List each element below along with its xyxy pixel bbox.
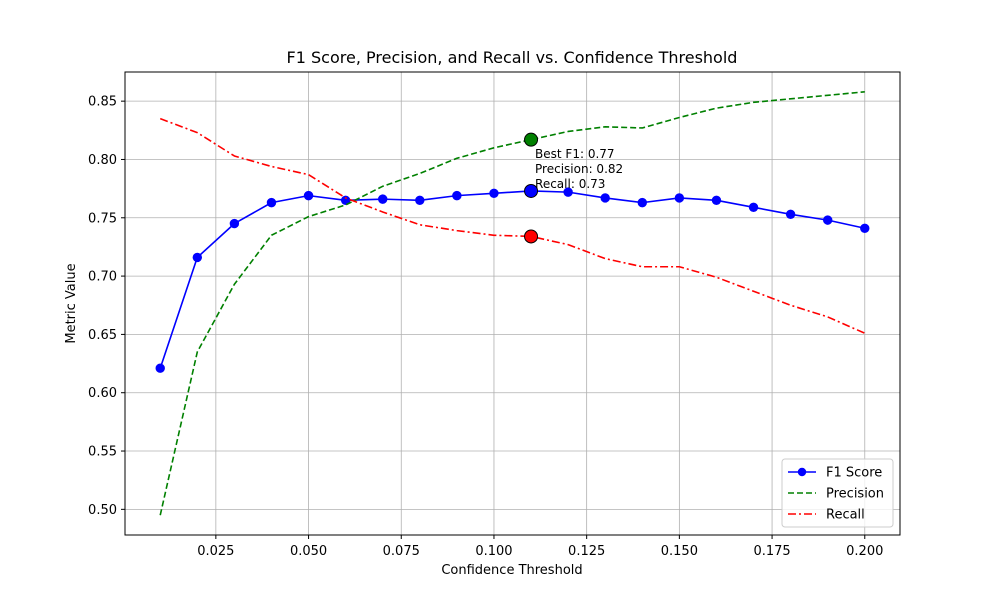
y-tick-label: 0.50 bbox=[88, 503, 117, 518]
f1-score-point bbox=[748, 202, 759, 212]
highlight-layer bbox=[524, 132, 539, 244]
f1-score-point bbox=[489, 188, 499, 198]
f1-score-point bbox=[303, 190, 314, 201]
f1-score-point bbox=[452, 190, 462, 201]
y-tick-label: 0.60 bbox=[88, 386, 117, 401]
f1-score-point bbox=[266, 197, 277, 208]
annotation-line: Precision: 0.82 bbox=[535, 162, 623, 176]
chart-title: F1 Score, Precision, and Recall vs. Conf… bbox=[287, 48, 738, 67]
f1-score-point bbox=[860, 223, 870, 233]
f1-score-point bbox=[674, 193, 685, 203]
f1-score-point bbox=[155, 363, 165, 373]
f1-score-point bbox=[192, 252, 203, 263]
x-tick-label: 0.125 bbox=[568, 544, 605, 559]
x-tick-label: 0.150 bbox=[661, 544, 698, 559]
y-tick-label: 0.80 bbox=[88, 153, 117, 168]
f1-score-line bbox=[159, 190, 865, 369]
annotation-line: Best F1: 0.77 bbox=[535, 147, 615, 161]
f1-score-point bbox=[711, 195, 722, 205]
legend-recall-label: Recall bbox=[826, 508, 865, 523]
best-recall-marker bbox=[524, 229, 539, 244]
legend: F1 Score Precision Recall bbox=[781, 458, 894, 528]
legend-f1-score-label: F1 Score bbox=[826, 466, 882, 481]
f1-score-point bbox=[563, 187, 573, 197]
x-tick-label: 0.175 bbox=[753, 544, 790, 559]
y-tick-label: 0.65 bbox=[88, 328, 117, 343]
legend-f1-score-marker bbox=[797, 467, 807, 477]
legend-precision-label: Precision bbox=[826, 487, 884, 502]
x-tick-label: 0.050 bbox=[290, 544, 327, 559]
x-axis-label: Confidence Threshold bbox=[441, 563, 582, 578]
x-tick-label: 0.200 bbox=[846, 544, 883, 559]
precision-line bbox=[159, 91, 865, 516]
f1-score-point bbox=[785, 209, 796, 219]
x-tick-label: 0.025 bbox=[197, 544, 234, 559]
legend-box bbox=[781, 458, 894, 528]
best-f1-score-marker bbox=[524, 183, 539, 198]
f1-score-point bbox=[378, 194, 388, 204]
annotation-line: Recall: 0.73 bbox=[535, 177, 605, 191]
y-axis-label: Metric Value bbox=[64, 263, 79, 343]
x-tick-label: 0.100 bbox=[475, 544, 512, 559]
y-tick-label: 0.55 bbox=[88, 445, 117, 460]
y-tick-label: 0.75 bbox=[88, 211, 117, 226]
f1-score-point bbox=[637, 197, 647, 208]
f1-score-point bbox=[229, 218, 240, 229]
recall-line bbox=[159, 117, 866, 334]
grid bbox=[125, 72, 900, 535]
y-tick-label: 0.70 bbox=[88, 270, 117, 285]
x-tick-label: 0.075 bbox=[383, 544, 420, 559]
best-precision-marker bbox=[524, 132, 539, 147]
ticks: 0.025 0.050 0.075 0.100 0.125 0.150 0.175 0.200… bbox=[88, 95, 883, 559]
f1-score-point bbox=[415, 195, 425, 205]
y-tick-label: 0.85 bbox=[88, 95, 117, 110]
f1-score-point bbox=[600, 193, 610, 203]
f1-score-point bbox=[822, 215, 833, 225]
plot-frame bbox=[124, 71, 901, 536]
